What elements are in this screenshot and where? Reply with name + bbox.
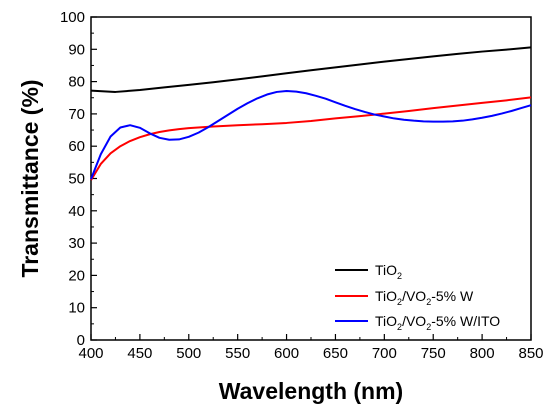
y-tick-label: 50	[68, 171, 85, 188]
series-lines	[90, 46, 532, 181]
x-tick-label: 400	[78, 345, 103, 362]
x-tick-label: 450	[127, 345, 152, 362]
y-tick-label: 20	[68, 267, 85, 284]
series-line-2	[90, 89, 532, 180]
y-tick-label: 10	[68, 300, 85, 317]
y-tick-label: 100	[60, 9, 85, 26]
y-tick-label: 80	[68, 74, 85, 91]
x-axis-title: Wavelength (nm)	[219, 378, 403, 404]
x-tick-label: 500	[176, 345, 201, 362]
series-line-1	[90, 96, 532, 181]
y-tick-label: 60	[68, 138, 85, 155]
x-tick-label: 850	[518, 345, 543, 362]
x-tick-label: 800	[470, 345, 495, 362]
series-line-0	[90, 46, 532, 93]
y-tick-label: 70	[68, 106, 85, 123]
x-tick-label: 600	[274, 345, 299, 362]
tick-labels: 400 450 500 550 600 650 700 750 800 850 0 10 20 30 40 5…	[60, 9, 544, 362]
legend-label: TiO2/VO2-5% W	[375, 288, 474, 307]
legend: TiO2 TiO2/VO2-5% W TiO2/VO2-5% W/ITO	[335, 262, 500, 332]
y-axis-title: Transmittance (%)	[17, 79, 43, 277]
x-tick-label: 650	[323, 345, 348, 362]
y-tick-label: 0	[77, 332, 85, 349]
axis-ticks	[90, 16, 532, 341]
x-tick-label: 700	[372, 345, 397, 362]
x-tick-label: 750	[421, 345, 446, 362]
x-tick-label: 550	[225, 345, 250, 362]
y-tick-label: 90	[68, 41, 85, 58]
legend-label: TiO2	[375, 262, 402, 281]
y-tick-label: 30	[68, 235, 85, 252]
y-tick-label: 40	[68, 203, 85, 220]
legend-label: TiO2/VO2-5% W/ITO	[375, 313, 500, 332]
